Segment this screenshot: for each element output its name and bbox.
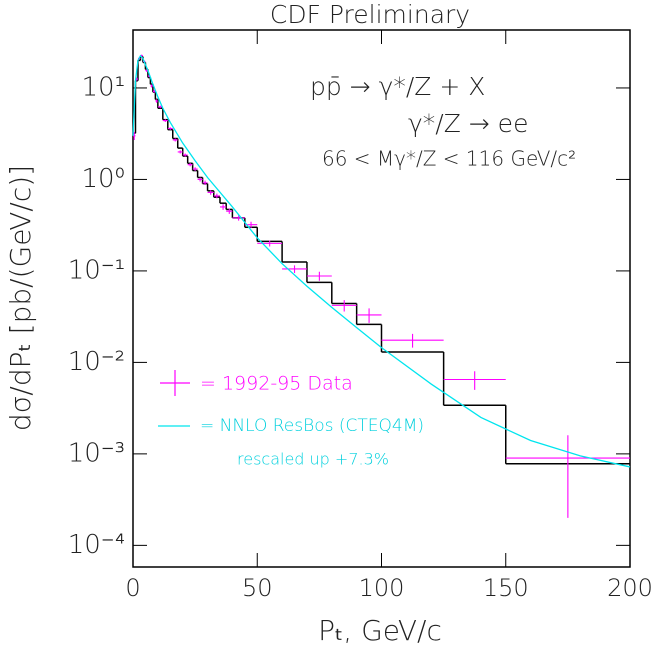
y-tick-label: 10⁻⁴ bbox=[68, 530, 125, 560]
data-point bbox=[257, 240, 283, 247]
data-point bbox=[282, 265, 307, 273]
y-tick-label: 10⁻¹ bbox=[68, 255, 125, 285]
data-point bbox=[443, 371, 506, 390]
data-point bbox=[167, 127, 173, 130]
x-axis-label: Pₜ, GeV/c bbox=[318, 614, 442, 647]
legend-label: = NNLO ResBos (CTEQ4M) bbox=[200, 416, 424, 436]
x-tick-label: 50 bbox=[242, 574, 273, 602]
data-point bbox=[182, 153, 188, 157]
legend-note: rescaled up +7.3% bbox=[237, 450, 389, 469]
y-tick-label: 10¹ bbox=[81, 72, 125, 102]
x-tick-label: 150 bbox=[483, 574, 529, 602]
data-point bbox=[381, 333, 444, 348]
annotation: 66 < Mγ*/Z < 116 GeV/c² bbox=[322, 147, 576, 171]
data-point bbox=[219, 204, 227, 210]
y-tick-label: 10⁰ bbox=[81, 164, 125, 194]
data-point bbox=[172, 138, 178, 142]
data-point bbox=[356, 308, 382, 323]
data-point bbox=[152, 89, 156, 93]
data-point bbox=[226, 208, 233, 214]
x-tick-label: 200 bbox=[607, 574, 653, 602]
data-point bbox=[187, 163, 193, 167]
x-tick-label: 100 bbox=[359, 574, 405, 602]
plot-frame bbox=[132, 29, 631, 568]
data-point bbox=[150, 84, 153, 88]
data-point bbox=[207, 190, 214, 195]
legend-marker bbox=[160, 370, 190, 396]
x-tick-label: 0 bbox=[125, 574, 140, 602]
data-point bbox=[202, 180, 208, 185]
data-point bbox=[306, 271, 332, 281]
annotation: γ*/Z → ee bbox=[408, 109, 528, 138]
data-point bbox=[162, 119, 168, 122]
data-point bbox=[177, 150, 183, 154]
data-point bbox=[505, 435, 630, 518]
data-point bbox=[155, 99, 158, 103]
y-axis-label: dσ/dPₜ [pb/(GeV/c)] bbox=[4, 165, 37, 431]
data-point bbox=[232, 215, 245, 221]
data-point bbox=[331, 300, 357, 312]
data-point bbox=[192, 167, 198, 171]
y-tick-label: 10⁻² bbox=[68, 347, 125, 377]
annotation: pp̄ → γ*/Z + X bbox=[310, 72, 485, 101]
y-tick-label: 10⁻³ bbox=[68, 438, 125, 468]
data-point bbox=[213, 193, 220, 199]
theory-curve bbox=[132, 54, 631, 468]
chart-title: CDF Preliminary bbox=[270, 0, 470, 29]
legend-label: = 1992-95 Data bbox=[200, 373, 353, 395]
data-point bbox=[197, 177, 203, 182]
